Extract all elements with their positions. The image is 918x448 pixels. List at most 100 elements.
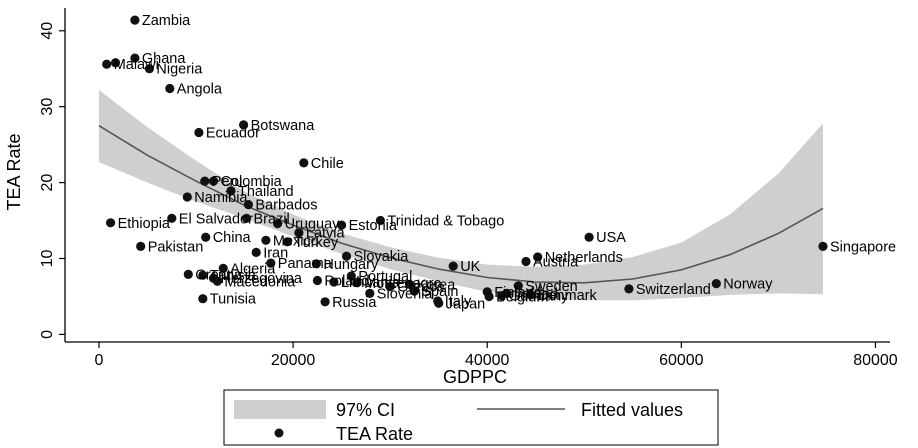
point-label: Brazil bbox=[254, 211, 290, 227]
legend-ci-swatch bbox=[234, 400, 326, 419]
point-label: Thailand bbox=[238, 184, 294, 200]
data-point bbox=[312, 275, 322, 286]
point-label: Slovenia bbox=[377, 286, 434, 302]
point-label: Namibia bbox=[194, 190, 248, 206]
data-point bbox=[337, 220, 347, 230]
legend: 97% CI Fitted values TEA Rate bbox=[223, 389, 719, 446]
data-point bbox=[239, 120, 249, 130]
point-label: Mexico bbox=[273, 233, 319, 249]
point-label: Ghana bbox=[142, 51, 186, 67]
data-point bbox=[183, 269, 193, 279]
data-point bbox=[282, 237, 292, 247]
x-tick-label: 20000 bbox=[271, 352, 316, 369]
point-label: Latvia bbox=[306, 226, 346, 242]
y-tick-label: 10 bbox=[39, 250, 56, 268]
data-point bbox=[241, 213, 252, 223]
data-point bbox=[144, 64, 154, 74]
point-label: Trinidad & Tobago bbox=[387, 214, 504, 230]
y-tick-label: 0 bbox=[39, 330, 56, 339]
y-tick-label: 20 bbox=[39, 174, 56, 192]
point-label: Norway bbox=[723, 277, 773, 293]
point-label: Algeria bbox=[230, 261, 276, 277]
data-point bbox=[251, 247, 261, 257]
data-point bbox=[165, 83, 175, 94]
point-label: Lithuania bbox=[341, 275, 401, 291]
point-label: Colombia bbox=[221, 174, 283, 190]
x-tick-label: 60000 bbox=[659, 352, 704, 369]
point-label: Russia bbox=[332, 295, 377, 311]
point-label: Korea bbox=[417, 277, 457, 293]
data-point bbox=[513, 281, 523, 291]
point-label: Botswana bbox=[251, 118, 316, 134]
data-point bbox=[385, 282, 395, 292]
data-point bbox=[521, 256, 531, 267]
data-point bbox=[218, 263, 228, 273]
data-point bbox=[341, 251, 352, 261]
x-axis-ticks: 0 20000 40000 60000 80000 bbox=[95, 342, 898, 369]
data-point bbox=[320, 297, 330, 307]
point-label: Germany bbox=[509, 289, 569, 305]
legend-ci-label: 97% CI bbox=[336, 400, 395, 420]
data-points bbox=[102, 15, 828, 308]
y-tick-label: 40 bbox=[39, 22, 56, 40]
point-label: Slovakia bbox=[354, 249, 410, 265]
data-point bbox=[130, 53, 140, 63]
data-point bbox=[226, 186, 236, 196]
point-label: Chile bbox=[311, 156, 344, 172]
point-label: Ethiopia bbox=[118, 216, 171, 232]
point-label: UK bbox=[460, 259, 480, 275]
legend-points-label: TEA Rate bbox=[336, 424, 413, 444]
point-label: Macedonia bbox=[224, 274, 296, 290]
point-label: Spain bbox=[421, 284, 458, 300]
x-tick-label: 0 bbox=[95, 352, 104, 369]
point-label: Sweden bbox=[525, 279, 577, 295]
point-label: Nigeria bbox=[156, 62, 203, 78]
point-label: Tunisia bbox=[210, 268, 257, 284]
point-label: Ireland bbox=[514, 286, 558, 302]
data-point bbox=[484, 291, 494, 302]
data-point bbox=[584, 232, 594, 242]
data-point bbox=[273, 219, 283, 229]
point-label: Montenegro bbox=[364, 276, 441, 292]
data-point bbox=[294, 228, 304, 238]
point-label: Austria bbox=[533, 255, 579, 271]
point-label: Belgium bbox=[496, 290, 548, 306]
point-label: El Salvador bbox=[179, 211, 253, 227]
point-label: Herzegovina bbox=[221, 271, 303, 287]
x-axis-title: GDPPC bbox=[443, 367, 507, 387]
data-point bbox=[261, 235, 271, 245]
data-point bbox=[208, 176, 219, 186]
point-label: Peru bbox=[212, 174, 243, 190]
point-label: USA bbox=[596, 230, 626, 246]
data-point bbox=[110, 58, 121, 68]
point-label: Zambia bbox=[142, 13, 191, 29]
data-point bbox=[818, 241, 828, 251]
data-point bbox=[365, 288, 375, 298]
data-point bbox=[212, 276, 222, 286]
data-point bbox=[106, 218, 116, 228]
data-point bbox=[526, 290, 536, 300]
data-point bbox=[624, 284, 634, 294]
point-label: Portugal bbox=[358, 269, 412, 285]
point-label: Netherlands bbox=[545, 250, 623, 266]
data-point bbox=[533, 252, 543, 262]
point-label: Angola bbox=[177, 82, 223, 98]
data-point bbox=[200, 176, 210, 186]
data-point bbox=[434, 298, 444, 308]
point-label: Switzerland bbox=[636, 282, 711, 298]
y-axis-title: TEA Rate bbox=[4, 133, 24, 210]
point-label: Croatia bbox=[195, 267, 243, 283]
data-point bbox=[711, 279, 721, 289]
confidence-interval-band bbox=[99, 90, 823, 301]
point-label: Hungary bbox=[323, 257, 379, 273]
point-label: Finland bbox=[494, 285, 542, 301]
point-label: Poland bbox=[324, 274, 369, 290]
data-point bbox=[136, 241, 146, 251]
point-label: Malawi bbox=[114, 57, 159, 73]
fitted-values-line bbox=[98, 125, 824, 284]
data-point bbox=[346, 271, 356, 281]
point-label: Japan bbox=[446, 296, 486, 312]
point-label: Iran bbox=[263, 245, 288, 261]
x-tick-label: 40000 bbox=[465, 352, 510, 369]
axes: 0 20000 40000 60000 80000 0 10 20 30 40 GDPPC TE… bbox=[4, 8, 898, 387]
